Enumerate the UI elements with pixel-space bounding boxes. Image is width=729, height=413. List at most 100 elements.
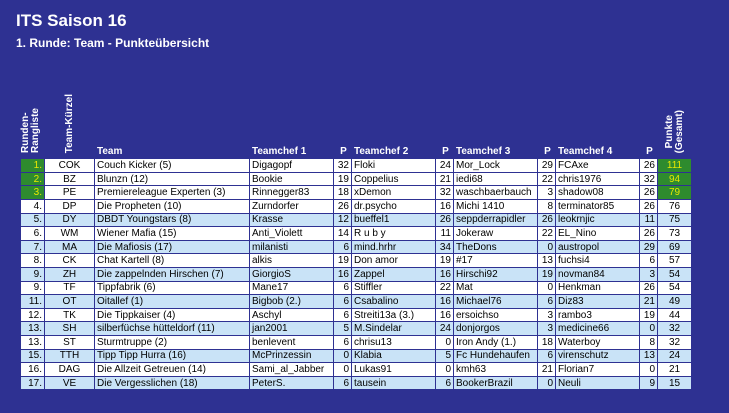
col-header-total: Punkte (Gesamt) (657, 94, 692, 159)
total-points-cell: 75 (657, 212, 692, 228)
points2-cell: 11 (435, 226, 454, 241)
total-points-cell: 79 (657, 185, 692, 201)
table-row: 15. TTH Tipp Tipp Hurra (16) McPrinzessin 0 K… (20, 348, 692, 364)
col-header-teamchef4: Teamchef 4 (555, 94, 640, 159)
table-row: 8. CK Chat Kartell (8) alkis 19 Don amor 19 #17… (20, 253, 692, 269)
points2-cell: 24 (435, 321, 454, 336)
teamchef1-cell: Bigbob (2.) (249, 294, 334, 309)
points1-cell: 0 (333, 362, 352, 377)
team-name-cell: Oitallef (1) (94, 294, 250, 309)
col-header-p1: P (333, 94, 352, 159)
rank-cell: 11. (20, 294, 45, 309)
team-name-cell: Die Tippkaiser (4) (94, 307, 250, 323)
rank-cell: 7. (20, 239, 45, 255)
points2-cell: 5 (435, 348, 454, 364)
points4-cell: 26 (639, 199, 658, 214)
points2-cell: 34 (435, 239, 454, 255)
total-points-cell: 21 (657, 362, 692, 377)
team-name-cell: Chat Kartell (8) (94, 253, 250, 269)
teamchef3-cell: Michi 1410 (453, 199, 538, 214)
teamchef2-cell: chrisu13 (351, 335, 436, 350)
team-name-cell: Tippfabrik (6) (94, 280, 250, 296)
col-header-rank: Runden- Rangliste (20, 94, 45, 159)
teamchef3-cell: BookerBrazil (453, 375, 538, 391)
teamchef3-cell: ersoichso (453, 307, 538, 323)
points4-cell: 8 (639, 335, 658, 350)
teamchef2-cell: Klabia (351, 348, 436, 364)
rank-cell: 9. (20, 280, 45, 296)
points4-cell: 9 (639, 375, 658, 391)
points1-cell: 16 (333, 267, 352, 282)
points4-cell: 0 (639, 362, 658, 377)
points2-cell: 26 (435, 212, 454, 228)
rank-cell: 5. (20, 212, 45, 228)
total-points-cell: 54 (657, 280, 692, 296)
team-name-cell: Die Mafiosis (17) (94, 239, 250, 255)
points2-cell: 0 (435, 335, 454, 350)
abbr-cell: COK (44, 158, 95, 173)
abbr-cell: PE (44, 185, 95, 201)
teamchef4-cell: novman84 (555, 267, 640, 282)
rank-cell: 8. (20, 253, 45, 269)
points2-cell: 19 (435, 253, 454, 269)
total-points-cell: 24 (657, 348, 692, 364)
abbr-cell: MA (44, 239, 95, 255)
points1-cell: 12 (333, 212, 352, 228)
col-header-team: Team (94, 94, 250, 159)
points3-cell: 0 (537, 375, 556, 391)
points4-cell: 26 (639, 226, 658, 241)
teamchef2-cell: Csabalino (351, 294, 436, 309)
team-name-cell: Die Vergesslichen (18) (94, 375, 250, 391)
table-row: 13. SH silberfüchse hütteldorf (11) jan2001… (20, 321, 692, 336)
teamchef3-cell: kmh63 (453, 362, 538, 377)
table-row: 9. ZH Die zappelnden Hirschen (7) GiorgioS 1… (20, 267, 692, 282)
points4-cell: 26 (639, 185, 658, 201)
team-name-cell: Couch Kicker (5) (94, 158, 250, 173)
teamchef4-cell: leokrnjic (555, 212, 640, 228)
team-name-cell: silberfüchse hütteldorf (11) (94, 321, 250, 336)
table-row: 6. WM Wiener Mafia (15) Anti_Violett 14 R u b… (20, 226, 692, 241)
teamchef1-cell: Digagopf (249, 158, 334, 173)
teamchef3-cell: TheDons (453, 239, 538, 255)
total-points-cell: 54 (657, 267, 692, 282)
abbr-cell: ST (44, 335, 95, 350)
teamchef1-cell: benlevent (249, 335, 334, 350)
teamchef3-cell: donjorgos (453, 321, 538, 336)
teamchef2-cell: xDemon (351, 185, 436, 201)
rank-cell: 4. (20, 199, 45, 214)
teamchef4-cell: EL_Nino (555, 226, 640, 241)
abbr-cell: DAG (44, 362, 95, 377)
total-points-cell: 44 (657, 307, 692, 323)
table-row: 11. OT Oitallef (1) Bigbob (2.) 6 Csabalino 16… (20, 294, 692, 309)
teamchef3-cell: Mor_Lock (453, 158, 538, 173)
rank-cell: 13. (20, 321, 45, 336)
points2-cell: 22 (435, 280, 454, 296)
points1-cell: 6 (333, 335, 352, 350)
total-points-cell: 49 (657, 294, 692, 309)
table-row: 1. COK Couch Kicker (5) Digagopf 32 Floki 24 Mo… (20, 158, 692, 173)
points3-cell: 3 (537, 321, 556, 336)
points3-cell: 3 (537, 307, 556, 323)
table-row: 4. DP Die Propheten (10) Zurndorfer 26 dr.psy… (20, 199, 692, 214)
rank-cell: 2. (20, 171, 45, 187)
points4-cell: 21 (639, 294, 658, 309)
total-points-cell: 32 (657, 321, 692, 336)
points4-cell: 29 (639, 239, 658, 255)
teamchef1-cell: GiorgioS (249, 267, 334, 282)
total-points-cell: 94 (657, 171, 692, 187)
points4-cell: 6 (639, 253, 658, 269)
rank-cell: 16. (20, 362, 45, 377)
points4-cell: 26 (639, 158, 658, 173)
teamchef3-cell: Jokeraw (453, 226, 538, 241)
teamchef1-cell: Mane17 (249, 280, 334, 296)
table-row: 3. PE Premiereleague Experten (3) Rinnegger… (20, 185, 692, 201)
teamchef3-cell: Michael76 (453, 294, 538, 309)
teamchef4-cell: shadow08 (555, 185, 640, 201)
abbr-cell: ZH (44, 267, 95, 282)
teamchef1-cell: PeterS. (249, 375, 334, 391)
table-row: 12. TK Die Tippkaiser (4) Aschyl 6 Streiti13a… (20, 307, 692, 323)
teamchef2-cell: Coppelius (351, 171, 436, 187)
rank-cell: 1. (20, 158, 45, 173)
teamchef4-cell: rambo3 (555, 307, 640, 323)
teamchef1-cell: Anti_Violett (249, 226, 334, 241)
